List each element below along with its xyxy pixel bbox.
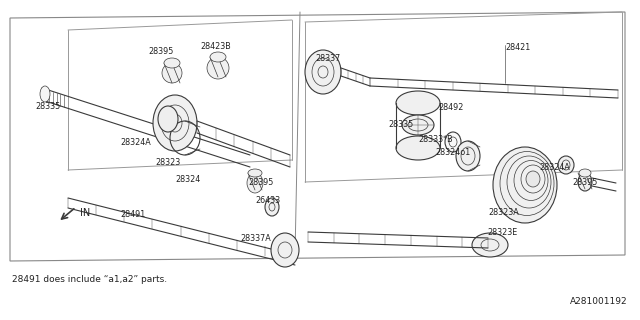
Text: 28324A: 28324A bbox=[120, 138, 151, 147]
Text: 28324o1: 28324o1 bbox=[435, 148, 470, 157]
Text: IN: IN bbox=[80, 208, 90, 218]
Ellipse shape bbox=[247, 173, 263, 193]
Ellipse shape bbox=[408, 119, 428, 131]
Ellipse shape bbox=[456, 141, 480, 171]
Text: 28395: 28395 bbox=[148, 47, 173, 56]
Text: 28324: 28324 bbox=[175, 175, 200, 184]
Ellipse shape bbox=[40, 86, 50, 102]
Ellipse shape bbox=[396, 91, 440, 115]
Ellipse shape bbox=[558, 156, 574, 174]
Ellipse shape bbox=[168, 114, 182, 132]
Ellipse shape bbox=[312, 58, 334, 86]
Ellipse shape bbox=[162, 63, 182, 83]
Text: 28323E: 28323E bbox=[487, 228, 517, 237]
Ellipse shape bbox=[305, 50, 341, 94]
Ellipse shape bbox=[445, 132, 461, 152]
Text: 28491: 28491 bbox=[120, 210, 145, 219]
Ellipse shape bbox=[461, 147, 475, 165]
Text: 28491 does include “a1,a2” parts.: 28491 does include “a1,a2” parts. bbox=[12, 275, 167, 284]
Text: 28333*B: 28333*B bbox=[418, 135, 452, 144]
Text: 28395: 28395 bbox=[248, 178, 273, 187]
Text: A281001192: A281001192 bbox=[570, 297, 628, 306]
Text: 28323: 28323 bbox=[155, 158, 180, 167]
Ellipse shape bbox=[210, 52, 226, 62]
Ellipse shape bbox=[161, 105, 189, 141]
Ellipse shape bbox=[248, 169, 262, 177]
Text: 28324A: 28324A bbox=[539, 163, 570, 172]
Text: 28335: 28335 bbox=[388, 120, 413, 129]
Ellipse shape bbox=[158, 106, 178, 132]
Ellipse shape bbox=[493, 147, 557, 223]
Text: 28421: 28421 bbox=[505, 43, 531, 52]
Text: 28423B: 28423B bbox=[200, 42, 231, 51]
Ellipse shape bbox=[396, 136, 440, 160]
Text: 26433: 26433 bbox=[255, 196, 280, 205]
Ellipse shape bbox=[271, 233, 299, 267]
Ellipse shape bbox=[265, 198, 279, 216]
Text: 28492: 28492 bbox=[438, 103, 463, 112]
Text: 28395: 28395 bbox=[572, 178, 597, 187]
Ellipse shape bbox=[402, 115, 434, 135]
Ellipse shape bbox=[207, 57, 229, 79]
Text: 28335: 28335 bbox=[35, 102, 60, 111]
Ellipse shape bbox=[164, 58, 180, 68]
Text: 28337: 28337 bbox=[315, 54, 340, 63]
Text: 28323A: 28323A bbox=[488, 208, 519, 217]
Ellipse shape bbox=[579, 169, 591, 177]
Ellipse shape bbox=[526, 171, 540, 187]
Ellipse shape bbox=[578, 173, 592, 191]
Text: 28337A: 28337A bbox=[240, 234, 271, 243]
Ellipse shape bbox=[472, 233, 508, 257]
Ellipse shape bbox=[153, 95, 197, 151]
